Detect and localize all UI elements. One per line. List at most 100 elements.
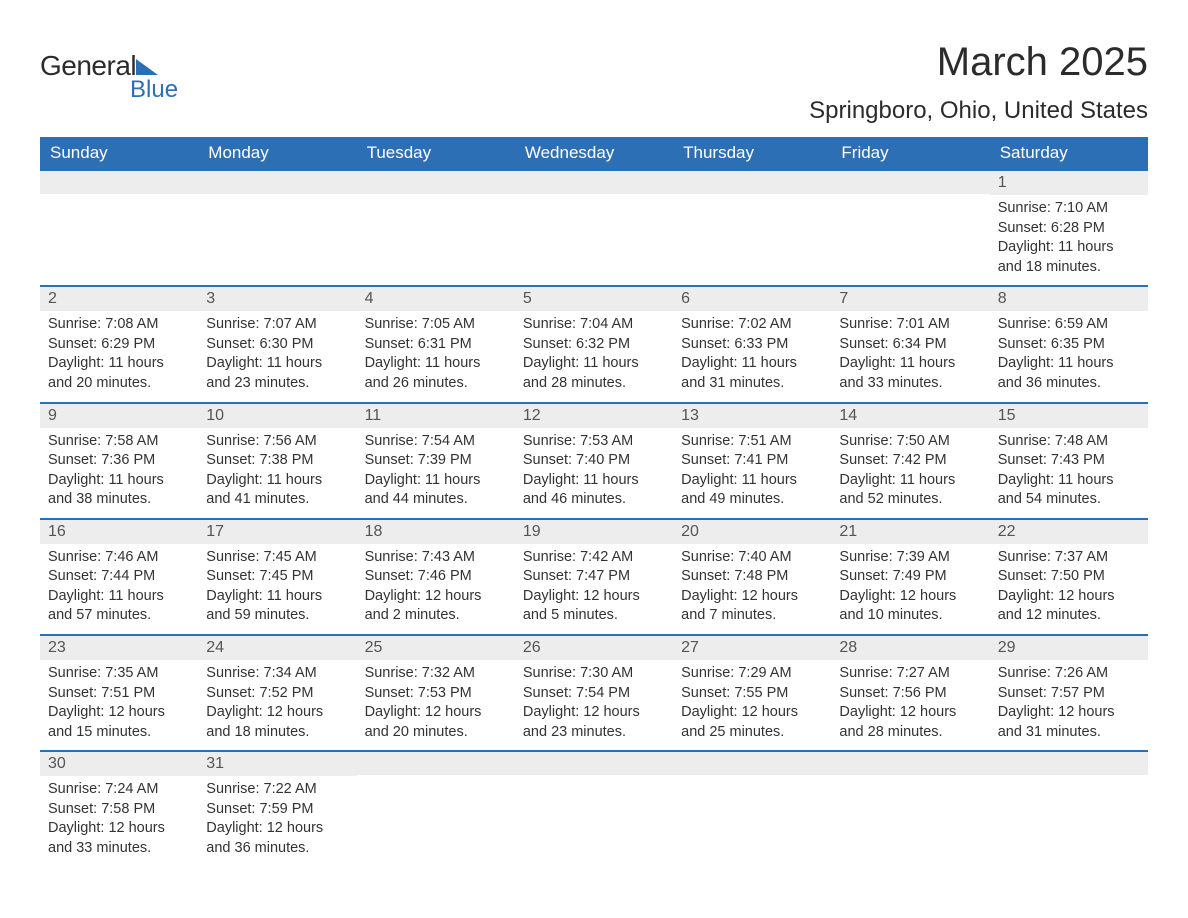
sunrise-text: Sunrise: 7:01 AM <box>839 315 981 335</box>
calendar-cell: 6Sunrise: 7:02 AMSunset: 6:33 PMDaylight… <box>673 285 831 401</box>
weekday-header: Wednesday <box>515 137 673 169</box>
calendar-row: 30Sunrise: 7:24 AMSunset: 7:58 PMDayligh… <box>40 750 1148 866</box>
sunset-text: Sunset: 6:31 PM <box>365 335 507 355</box>
day-details: Sunrise: 7:39 AMSunset: 7:49 PMDaylight:… <box>831 544 989 634</box>
logo-triangle-icon <box>136 59 158 75</box>
calendar-cell: 17Sunrise: 7:45 AMSunset: 7:45 PMDayligh… <box>198 518 356 634</box>
weekday-header: Sunday <box>40 137 198 169</box>
day-details: Sunrise: 7:30 AMSunset: 7:54 PMDaylight:… <box>515 660 673 750</box>
day-details: Sunrise: 7:04 AMSunset: 6:32 PMDaylight:… <box>515 311 673 401</box>
calendar-cell: 26Sunrise: 7:30 AMSunset: 7:54 PMDayligh… <box>515 634 673 750</box>
day-number: 23 <box>40 634 198 660</box>
calendar-cell <box>515 169 673 285</box>
sunset-text: Sunset: 7:42 PM <box>839 451 981 471</box>
calendar-cell: 2Sunrise: 7:08 AMSunset: 6:29 PMDaylight… <box>40 285 198 401</box>
calendar-cell: 24Sunrise: 7:34 AMSunset: 7:52 PMDayligh… <box>198 634 356 750</box>
calendar-cell: 27Sunrise: 7:29 AMSunset: 7:55 PMDayligh… <box>673 634 831 750</box>
daylight-text: Daylight: 11 hours and 54 minutes. <box>998 471 1140 510</box>
day-details: Sunrise: 7:51 AMSunset: 7:41 PMDaylight:… <box>673 428 831 518</box>
daylight-text: Daylight: 11 hours and 49 minutes. <box>681 471 823 510</box>
calendar-cell: 3Sunrise: 7:07 AMSunset: 6:30 PMDaylight… <box>198 285 356 401</box>
day-number: 30 <box>40 750 198 776</box>
empty-day-header <box>198 169 356 194</box>
day-details: Sunrise: 7:29 AMSunset: 7:55 PMDaylight:… <box>673 660 831 750</box>
sunrise-text: Sunrise: 7:07 AM <box>206 315 348 335</box>
sunset-text: Sunset: 6:34 PM <box>839 335 981 355</box>
day-number: 12 <box>515 402 673 428</box>
day-number: 16 <box>40 518 198 544</box>
day-details: Sunrise: 7:35 AMSunset: 7:51 PMDaylight:… <box>40 660 198 750</box>
calendar-cell: 29Sunrise: 7:26 AMSunset: 7:57 PMDayligh… <box>990 634 1148 750</box>
calendar-cell: 16Sunrise: 7:46 AMSunset: 7:44 PMDayligh… <box>40 518 198 634</box>
sunset-text: Sunset: 7:56 PM <box>839 684 981 704</box>
day-number: 21 <box>831 518 989 544</box>
day-number: 31 <box>198 750 356 776</box>
day-number: 15 <box>990 402 1148 428</box>
calendar-cell: 14Sunrise: 7:50 AMSunset: 7:42 PMDayligh… <box>831 402 989 518</box>
daylight-text: Daylight: 12 hours and 25 minutes. <box>681 703 823 742</box>
sunrise-text: Sunrise: 7:51 AM <box>681 432 823 452</box>
daylight-text: Daylight: 11 hours and 59 minutes. <box>206 587 348 626</box>
calendar-cell: 15Sunrise: 7:48 AMSunset: 7:43 PMDayligh… <box>990 402 1148 518</box>
day-details: Sunrise: 7:53 AMSunset: 7:40 PMDaylight:… <box>515 428 673 518</box>
calendar-cell: 1Sunrise: 7:10 AMSunset: 6:28 PMDaylight… <box>990 169 1148 285</box>
sunset-text: Sunset: 6:32 PM <box>523 335 665 355</box>
sunrise-text: Sunrise: 7:27 AM <box>839 664 981 684</box>
sunrise-text: Sunrise: 6:59 AM <box>998 315 1140 335</box>
weekday-header-row: Sunday Monday Tuesday Wednesday Thursday… <box>40 137 1148 169</box>
day-details: Sunrise: 7:42 AMSunset: 7:47 PMDaylight:… <box>515 544 673 634</box>
day-number: 13 <box>673 402 831 428</box>
day-details: Sunrise: 7:02 AMSunset: 6:33 PMDaylight:… <box>673 311 831 401</box>
weekday-header: Thursday <box>673 137 831 169</box>
day-number: 9 <box>40 402 198 428</box>
calendar-cell <box>673 169 831 285</box>
calendar-body: 1Sunrise: 7:10 AMSunset: 6:28 PMDaylight… <box>40 169 1148 867</box>
sunrise-text: Sunrise: 7:29 AM <box>681 664 823 684</box>
daylight-text: Daylight: 11 hours and 23 minutes. <box>206 354 348 393</box>
empty-day-header <box>515 750 673 775</box>
day-number: 17 <box>198 518 356 544</box>
day-number: 22 <box>990 518 1148 544</box>
weekday-header: Monday <box>198 137 356 169</box>
sunrise-text: Sunrise: 7:35 AM <box>48 664 190 684</box>
sunrise-text: Sunrise: 7:08 AM <box>48 315 190 335</box>
daylight-text: Daylight: 12 hours and 2 minutes. <box>365 587 507 626</box>
day-details: Sunrise: 7:54 AMSunset: 7:39 PMDaylight:… <box>357 428 515 518</box>
day-number: 2 <box>40 285 198 311</box>
day-number: 18 <box>357 518 515 544</box>
calendar-cell: 10Sunrise: 7:56 AMSunset: 7:38 PMDayligh… <box>198 402 356 518</box>
day-details: Sunrise: 7:40 AMSunset: 7:48 PMDaylight:… <box>673 544 831 634</box>
day-details: Sunrise: 7:32 AMSunset: 7:53 PMDaylight:… <box>357 660 515 750</box>
sunrise-text: Sunrise: 7:30 AM <box>523 664 665 684</box>
day-details: Sunrise: 7:22 AMSunset: 7:59 PMDaylight:… <box>198 776 356 866</box>
empty-day-header <box>40 169 198 194</box>
sunset-text: Sunset: 7:58 PM <box>48 800 190 820</box>
empty-day-header <box>990 750 1148 775</box>
daylight-text: Daylight: 12 hours and 23 minutes. <box>523 703 665 742</box>
day-details: Sunrise: 7:26 AMSunset: 7:57 PMDaylight:… <box>990 660 1148 750</box>
day-number: 14 <box>831 402 989 428</box>
calendar-cell: 13Sunrise: 7:51 AMSunset: 7:41 PMDayligh… <box>673 402 831 518</box>
sunset-text: Sunset: 7:43 PM <box>998 451 1140 471</box>
day-details: Sunrise: 7:56 AMSunset: 7:38 PMDaylight:… <box>198 428 356 518</box>
calendar-cell: 21Sunrise: 7:39 AMSunset: 7:49 PMDayligh… <box>831 518 989 634</box>
calendar-cell <box>673 750 831 866</box>
sunset-text: Sunset: 7:40 PM <box>523 451 665 471</box>
sunrise-text: Sunrise: 7:48 AM <box>998 432 1140 452</box>
logo-text-blue: Blue <box>130 76 178 104</box>
calendar-cell <box>40 169 198 285</box>
daylight-text: Daylight: 12 hours and 10 minutes. <box>839 587 981 626</box>
daylight-text: Daylight: 12 hours and 5 minutes. <box>523 587 665 626</box>
day-details: Sunrise: 7:48 AMSunset: 7:43 PMDaylight:… <box>990 428 1148 518</box>
sunset-text: Sunset: 7:51 PM <box>48 684 190 704</box>
sunset-text: Sunset: 7:55 PM <box>681 684 823 704</box>
day-details: Sunrise: 7:01 AMSunset: 6:34 PMDaylight:… <box>831 311 989 401</box>
sunset-text: Sunset: 7:57 PM <box>998 684 1140 704</box>
day-number: 10 <box>198 402 356 428</box>
daylight-text: Daylight: 11 hours and 18 minutes. <box>998 238 1140 277</box>
day-details: Sunrise: 7:50 AMSunset: 7:42 PMDaylight:… <box>831 428 989 518</box>
day-details: Sunrise: 7:08 AMSunset: 6:29 PMDaylight:… <box>40 311 198 401</box>
sunset-text: Sunset: 6:29 PM <box>48 335 190 355</box>
empty-day-header <box>673 750 831 775</box>
empty-day-header <box>515 169 673 194</box>
